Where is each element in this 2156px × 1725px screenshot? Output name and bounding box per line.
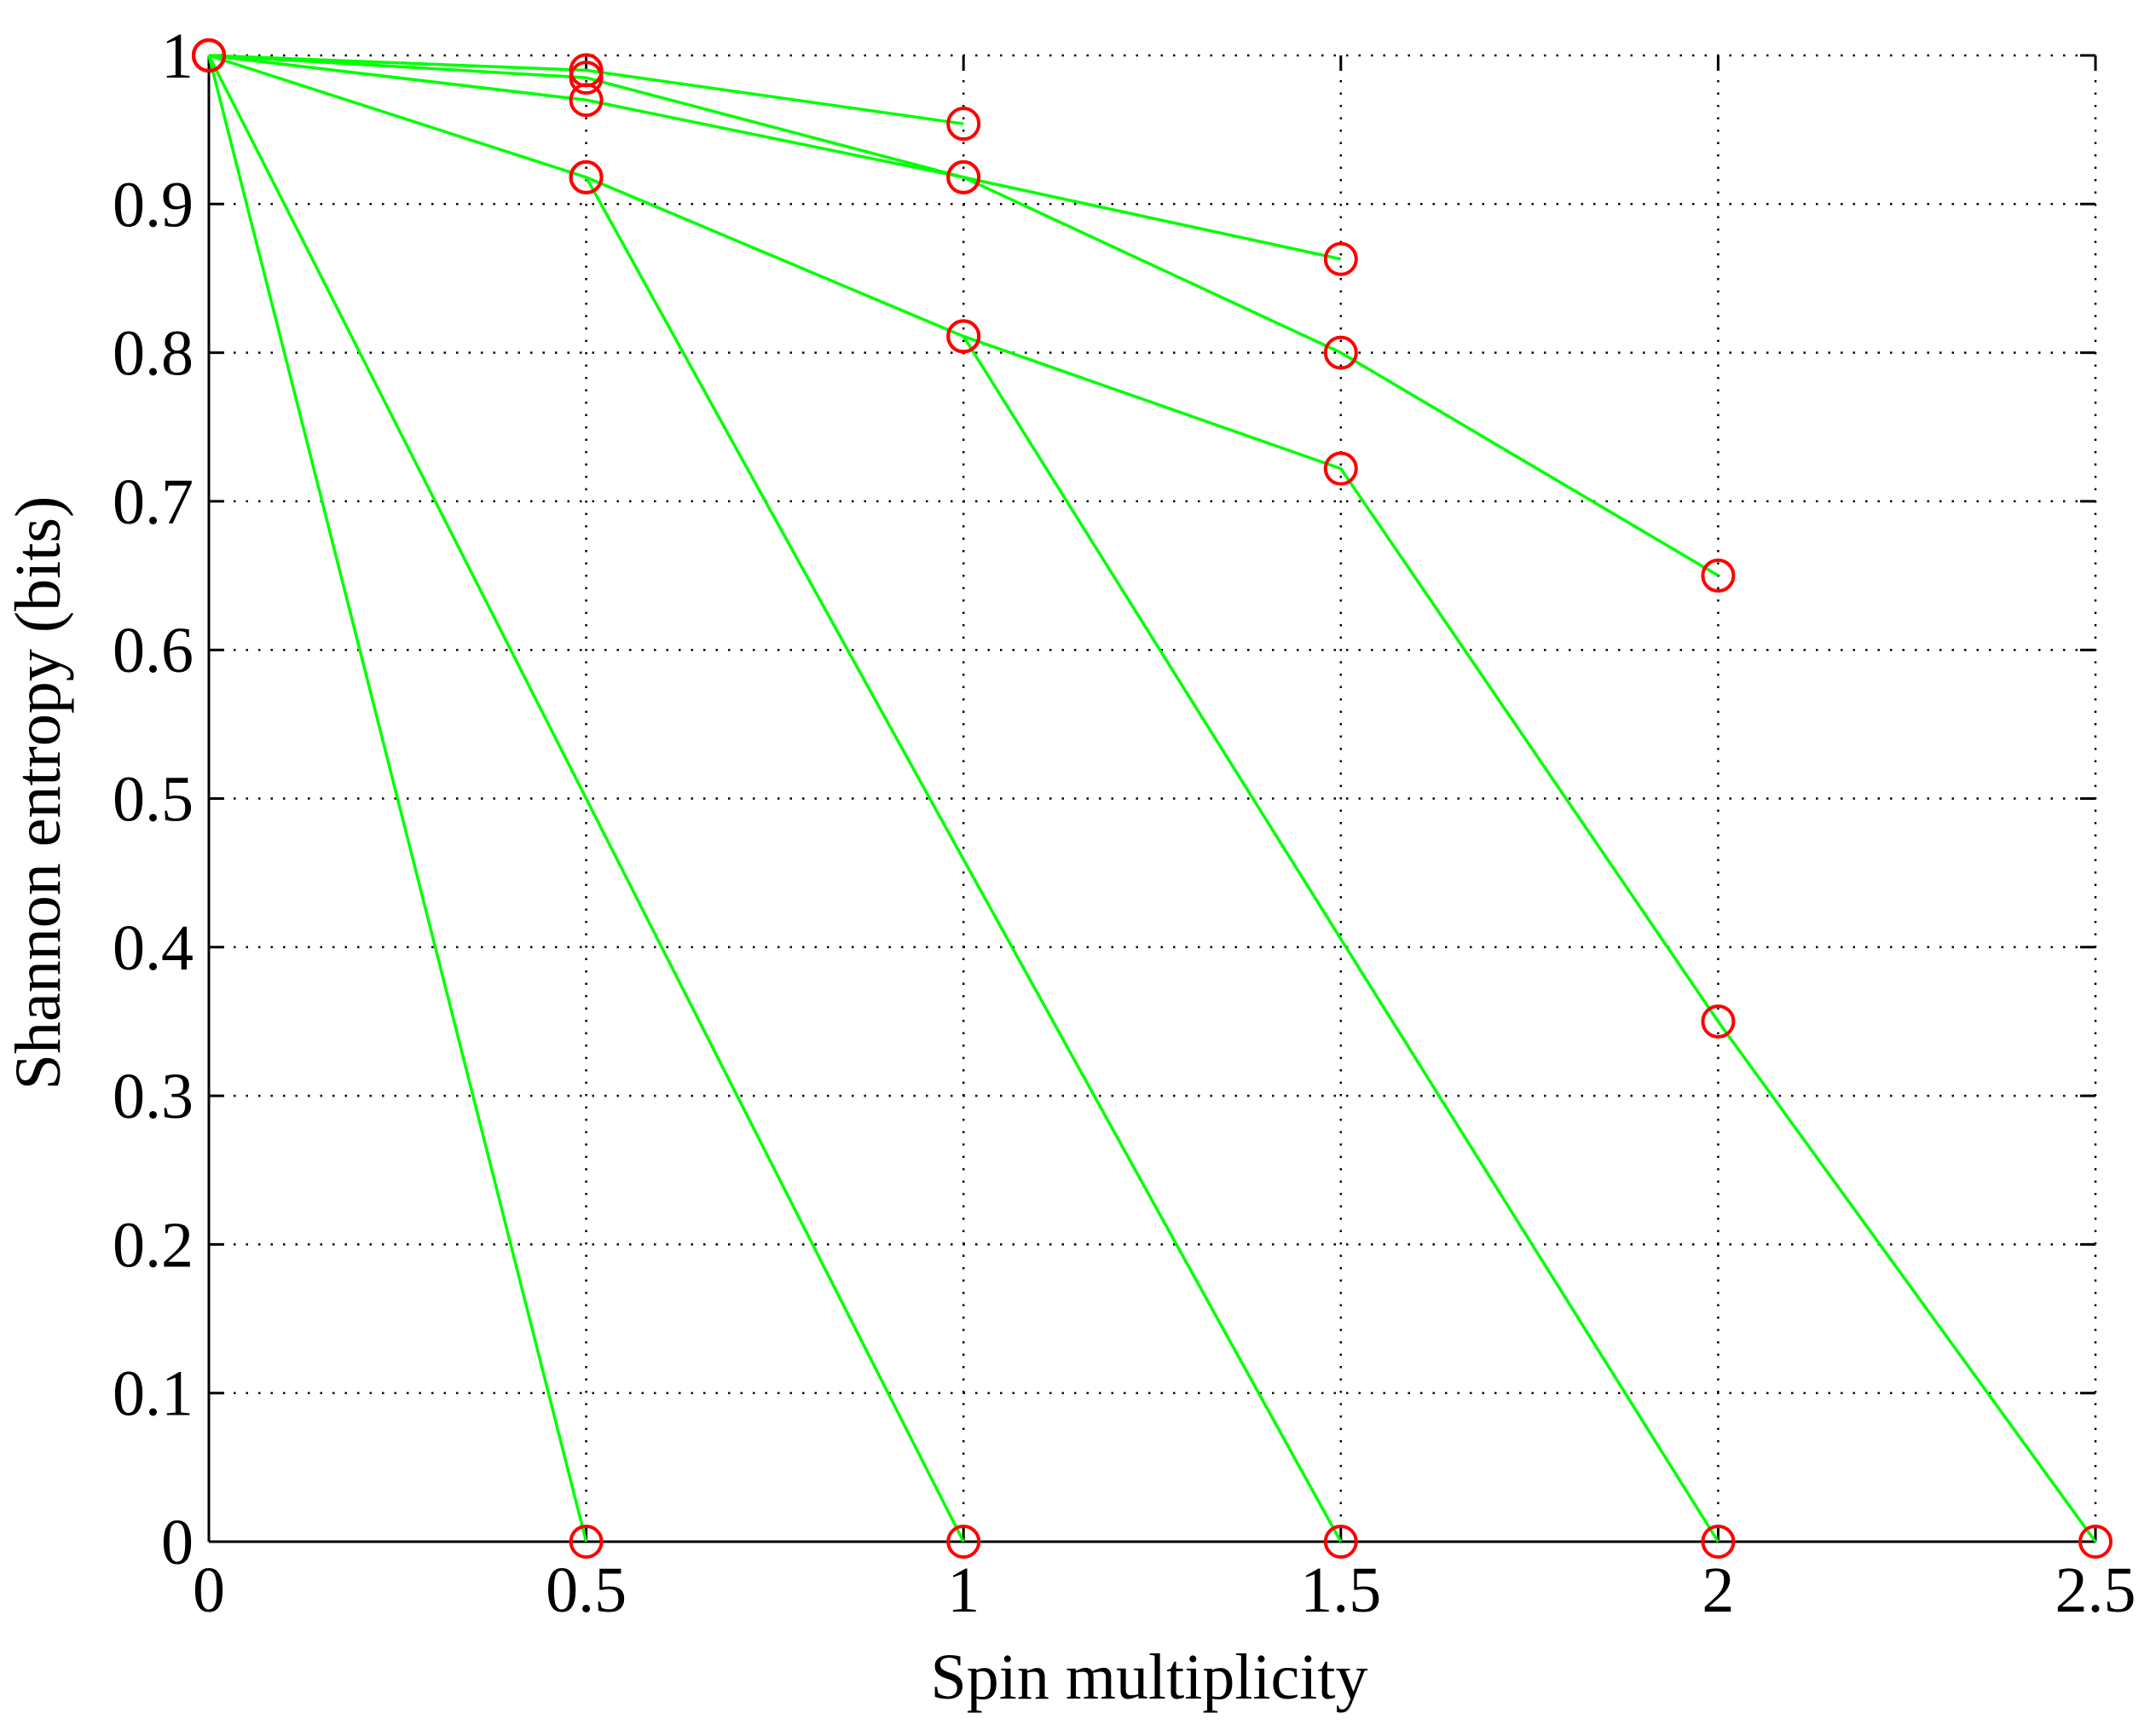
data-point-marker bbox=[569, 1525, 604, 1559]
series-line bbox=[208, 54, 2097, 1543]
x-tick-label: 2.5 bbox=[2055, 1554, 2136, 1626]
grid-layer bbox=[209, 54, 2097, 1542]
y-tick-label: 0.1 bbox=[113, 1358, 194, 1430]
y-tick-label: 1 bbox=[161, 20, 194, 92]
data-point-marker bbox=[946, 319, 981, 354]
data-point-marker bbox=[1701, 559, 1736, 593]
y-tick-label: 0.5 bbox=[113, 764, 194, 836]
x-tick-label: 1 bbox=[947, 1554, 980, 1626]
x-tick-label: 0.5 bbox=[546, 1554, 627, 1626]
y-axis-label: Shannon entropy (bits) bbox=[3, 496, 74, 1091]
series-line bbox=[962, 335, 1720, 1543]
data-point-marker bbox=[569, 159, 604, 194]
y-tick-label: 0 bbox=[161, 1507, 194, 1578]
y-tick-label: 0.9 bbox=[113, 169, 194, 240]
data-point-marker bbox=[2078, 1525, 2113, 1559]
series-line bbox=[208, 54, 1342, 261]
data-point-marker bbox=[1323, 335, 1358, 370]
axes-layer bbox=[207, 54, 2097, 1543]
y-tick-label: 0.6 bbox=[113, 615, 194, 686]
series-line bbox=[207, 55, 965, 1543]
series-lines bbox=[207, 54, 2097, 1543]
data-point-marker bbox=[1323, 1525, 1358, 1559]
y-tick-label: 0.4 bbox=[113, 912, 194, 984]
series-markers bbox=[192, 38, 2113, 1559]
data-point-marker bbox=[946, 1525, 981, 1559]
data-point-marker bbox=[569, 83, 604, 118]
y-tick-label: 0.7 bbox=[113, 466, 194, 538]
data-point-marker bbox=[1323, 451, 1358, 486]
data-point-marker bbox=[1701, 1525, 1736, 1559]
series-line bbox=[585, 177, 1343, 1543]
y-tick-label: 0.3 bbox=[113, 1061, 194, 1132]
data-point-marker bbox=[569, 61, 604, 96]
x-axis-label: Spin multiplicity bbox=[930, 1641, 1367, 1713]
data-point-marker bbox=[946, 159, 981, 194]
x-tick-label: 2 bbox=[1702, 1554, 1734, 1626]
data-point-marker bbox=[1323, 241, 1358, 276]
data-point-marker bbox=[946, 107, 981, 142]
data-point-marker bbox=[192, 38, 226, 72]
series-line bbox=[208, 54, 964, 125]
series-line bbox=[207, 55, 588, 1543]
tick-labels: 0 0.5 1 1.5 2 2.5 0 0.1 0.2 0.3 0.4 0.5 0.6 0.7 0.8 0.9… bbox=[113, 20, 2136, 1626]
x-tick-label: 0 bbox=[193, 1554, 225, 1626]
series-line bbox=[208, 54, 1720, 577]
y-tick-label: 0.2 bbox=[113, 1209, 194, 1281]
y-tick-label: 0.8 bbox=[113, 318, 194, 390]
data-point-marker bbox=[1701, 1004, 1736, 1039]
x-tick-label: 1.5 bbox=[1300, 1554, 1381, 1626]
